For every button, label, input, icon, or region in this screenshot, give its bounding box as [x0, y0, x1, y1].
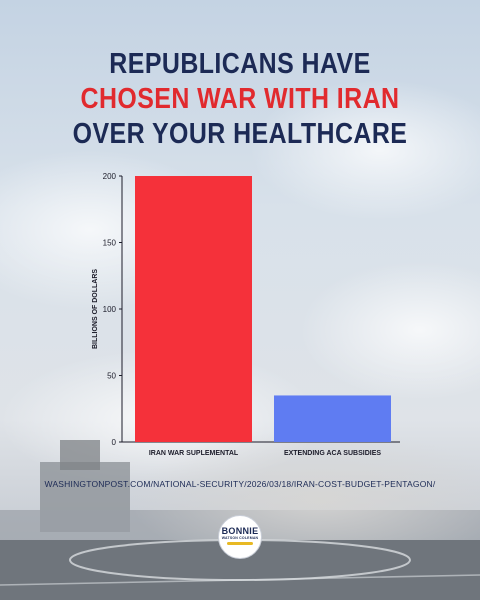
logo-subtitle: WATSON COLEMAN	[221, 536, 259, 540]
y-axis-label: BILLIONS OF DOLLARS	[92, 269, 99, 349]
y-tick-label: 200	[103, 172, 117, 181]
category-label: IRAN WAR SUPLEMENTAL	[149, 450, 239, 457]
headline-line-1: REPUBLICANS HAVE	[109, 48, 371, 80]
source-url: WASHINGTONPOST.COM/NATIONAL-SECURITY/202…	[44, 479, 436, 489]
category-label: EXTENDING ACA SUBSIDIES	[284, 450, 381, 457]
y-tick-label: 150	[103, 239, 117, 248]
bar-2	[274, 395, 391, 442]
logo-swoosh	[227, 542, 253, 545]
y-tick-label: 0	[112, 438, 117, 447]
headline-line-3: OVER YOUR HEALTHCARE	[72, 118, 408, 150]
headline-line-2: CHOSEN WAR WITH IRAN	[80, 83, 400, 115]
logo-name: BONNIE	[221, 526, 259, 536]
campaign-logo: BONNIE WATSON COLEMAN	[218, 515, 262, 559]
y-tick-label: 100	[103, 305, 117, 314]
bar-1	[135, 176, 252, 442]
y-tick-label: 50	[107, 372, 116, 381]
